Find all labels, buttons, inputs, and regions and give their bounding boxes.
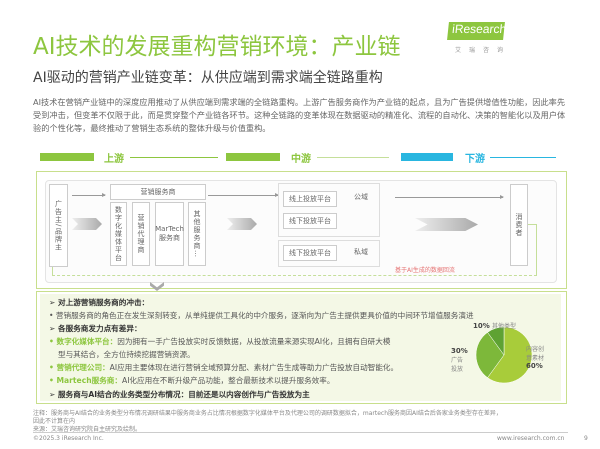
feedback-line-right [528,224,537,276]
bullet-icon: • [49,311,56,320]
provider-other: 其他服务商… [188,202,206,266]
arrow-icon [208,193,279,197]
page-number: 9 [584,435,588,442]
bullet-arrow-icon: ➢ [49,390,59,399]
stage-downstream: 下游 [465,154,485,165]
consumer-box: 消费者 [510,184,528,266]
pie-slice-2 [487,326,505,356]
arrow-icon [72,193,106,197]
bullet-arrow-icon: ➢ [49,324,59,333]
upstream-bar [40,153,94,161]
footnote-cont: 因此不计算在内 [33,418,76,425]
public-domain-group [278,183,380,237]
offline-platform-private-box: 线下投放平台 [283,245,337,261]
pie-label-content: 内容创意素材 [526,346,545,362]
item-digital-media-cont: 型与其结合，全方位持续挖掘营销资源。 [58,350,195,359]
stage-midstream: 中游 [291,154,311,165]
bullet-icon: • [49,337,57,346]
source-note: 来源：艾瑞咨询研究院自主研究及绘制。 [33,426,142,433]
website-link[interactable]: www.iresearch.com.cn [497,435,565,442]
pie-slice-1 [475,331,505,379]
pie-slice-0 [487,326,533,384]
pie-label-ad-value: 30% [451,347,468,355]
copyright: ©2025.3 iResearch Inc. [33,435,104,442]
stage-divider-line [317,157,389,158]
midstream-bar [226,153,280,161]
online-platform-box: 线上投放平台 [283,191,337,207]
iresearch-logo: iResearch [447,22,507,40]
pie-label-ad-group: 30% 广告投放 [451,347,471,373]
intro-paragraph: AI技术在营销产业链中的深度应用推动了从供应端到需求端的全链路重构。上游广告服务… [33,97,566,133]
provider-digital-media: 数字化媒体平台 [110,202,127,266]
chevron-arrow-icon [72,218,102,230]
analysis-panel [40,294,561,401]
pie-label-other: 其他类型 [492,323,517,330]
distribution-heading: ➢ 服务商与AI结合的业务类型分布情况：目前还是以内容创作与广告投放为主 [49,390,310,399]
downstream-bar [401,153,453,161]
provider-martech: MarTech服务商 [155,202,184,266]
arrow-icon [395,195,504,199]
advertiser-box: 广告主/品牌主 [49,184,68,267]
stage-divider-line [490,157,556,158]
private-domain-group [278,240,380,267]
page-subtitle: AI驱动的营销产业链变革：从供应端到需求端全链路重构 [33,70,383,86]
public-domain-label: 公域 [354,193,368,201]
item-agency: • 营销代理公司：AI应用主要体现在进行营销全域预算分配、素材广告生成等助力广告… [49,363,399,372]
provider-agency: 营销代理商 [132,202,150,266]
bullet-arrow-icon: ➢ [49,298,59,307]
offline-platform-box: 线下投放平台 [283,213,337,229]
difference-heading: ➢ 各服务商发力点有差异： [49,324,142,333]
pie-label-ad: 广告投放 [451,357,464,373]
pie-label-other-group: 10% 其他类型 [473,321,516,330]
pie-label-other-value: 10% [473,322,490,330]
footnote: 注释：服务商与AI结合的业务类型分布情况调研结果中服务商业务占比情况根据数字化媒… [33,410,502,417]
logo-subtext: 艾瑞咨询 [455,47,512,54]
pie-label-content-group: 内容创意素材 60% [526,344,546,370]
stage-upstream: 上游 [104,154,124,165]
bullet-icon: • [49,363,57,372]
footer-divider [33,432,568,433]
feedback-label: 基于AI生成的数据回流 [395,267,455,274]
feedback-line [52,267,537,276]
chevron-arrow-icon [415,218,478,231]
service-provider-header: 营销服务商 [110,184,206,200]
business-type-pie-chart [475,326,533,384]
stage-divider-line [130,157,218,158]
industry-chain-diagram [36,171,567,289]
item-digital-media: • 数字化媒体平台：因为拥有一手广告投放实时反馈数据，从投放流量来源实现AI化，… [49,337,391,346]
bullet-icon: • [49,376,57,385]
item-martech: • Martech服务商：AI化应用在不断升级产品功能，整合最新技术以提升服务效… [49,376,335,385]
chevron-arrow-icon [227,218,257,230]
private-domain-label: 私域 [354,248,368,256]
impact-heading: ➢ 对上游营销服务商的冲击： [49,298,150,307]
page-title: AI技术的发展重构营销环境：产业链 [33,34,401,60]
impact-text: • 营销服务商的角色正在发生深刻转变，从单纯提供工具化的中介服务，逐渐向为广告主… [49,311,474,320]
pie-label-content-value: 60% [526,362,543,370]
